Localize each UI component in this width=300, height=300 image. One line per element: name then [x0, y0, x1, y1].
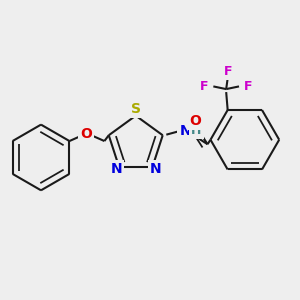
Text: O: O — [80, 127, 92, 141]
Text: F: F — [200, 80, 208, 93]
Text: S: S — [131, 102, 141, 116]
Text: F: F — [244, 80, 252, 93]
Text: O: O — [189, 114, 201, 128]
Text: F: F — [224, 65, 232, 78]
Text: N: N — [110, 162, 122, 176]
Text: N: N — [179, 124, 191, 138]
Text: H: H — [191, 124, 202, 137]
Text: N: N — [150, 162, 161, 176]
